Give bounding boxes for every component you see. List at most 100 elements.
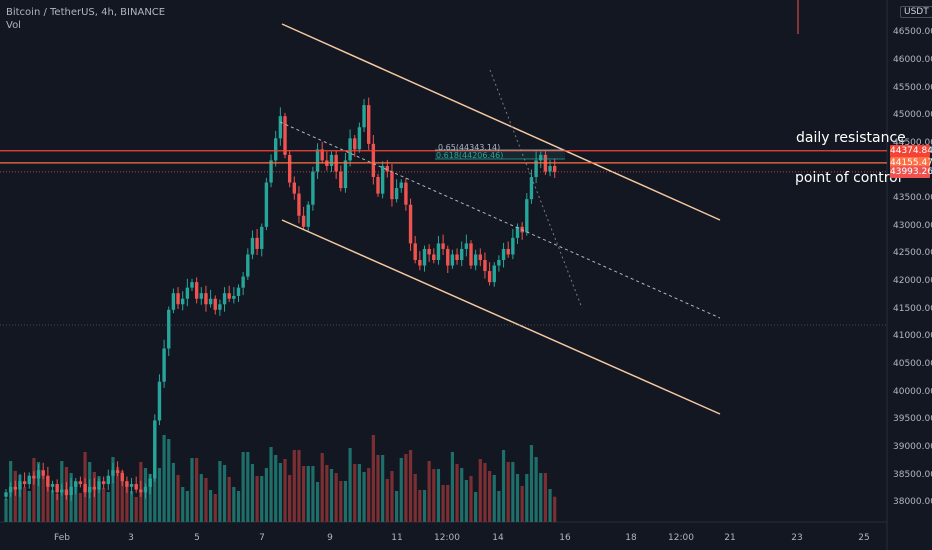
upper-channel-line: [281, 23, 721, 221]
candle-body: [4, 492, 8, 497]
x-tick-label: 25: [858, 533, 870, 543]
candle-body: [69, 486, 73, 496]
volume-bar: [134, 497, 138, 522]
volume-bar: [488, 471, 492, 522]
point-of-control-label: point of control: [795, 170, 902, 186]
candle-body: [125, 481, 129, 487]
candle-body: [404, 182, 408, 205]
candle-body: [511, 237, 515, 255]
volume-bar: [376, 455, 380, 522]
volume-bar: [209, 490, 213, 522]
volume-bar: [520, 486, 524, 522]
candle-body: [390, 171, 394, 200]
candle-body: [274, 138, 278, 161]
candle-body: [278, 116, 283, 139]
candle-body: [287, 154, 292, 183]
volume-bar: [343, 481, 348, 522]
y-tick-label: 39500.00: [893, 414, 932, 425]
currency-badge[interactable]: USDT: [900, 6, 932, 18]
volume-bar: [371, 435, 375, 522]
candle-body: [436, 243, 441, 260]
volume-bar: [195, 458, 199, 522]
volume-bar: [464, 480, 468, 522]
price-badge: 44374.84: [890, 144, 932, 157]
x-tick-label: 9: [327, 533, 333, 543]
candle-body: [553, 165, 557, 172]
volume-bar: [241, 452, 245, 522]
candle-body: [362, 105, 366, 128]
volume-bar: [385, 479, 389, 522]
x-tick-label: 21: [724, 533, 736, 543]
volume-bar: [399, 458, 403, 522]
volume-bar: [329, 469, 334, 522]
candle-body: [190, 282, 194, 288]
volume-bar: [157, 468, 162, 522]
candle-body: [264, 182, 269, 227]
volume-bar: [548, 489, 552, 522]
candle-body: [301, 215, 306, 227]
x-tick-label: 23: [791, 533, 803, 543]
candle-body: [492, 265, 496, 283]
volume-bar: [102, 488, 106, 522]
candle-body: [353, 138, 357, 150]
volume-bar: [357, 464, 361, 522]
candle-body: [13, 486, 17, 490]
volume-bar: [446, 485, 450, 522]
candle-body: [255, 237, 259, 249]
volume-bar: [283, 459, 287, 522]
volume-bar: [474, 492, 478, 522]
volume-bar: [269, 447, 273, 522]
mid-channel-line: [279, 121, 721, 319]
candle-body: [394, 188, 399, 200]
volume-bar: [227, 477, 231, 522]
candle-body: [450, 254, 455, 266]
candle-body: [236, 287, 241, 296]
volume-bar: [125, 481, 129, 522]
volume-bar: [460, 468, 464, 522]
volume-bar: [111, 457, 115, 522]
candle-body: [18, 481, 22, 490]
candle-body: [222, 293, 227, 305]
candle-body: [367, 105, 371, 144]
symbol-title: Bitcoin / TetherUS, 4h, BINANCE: [6, 7, 166, 18]
fib-0618-label: 0.618(44206.46): [436, 151, 504, 160]
candle-body: [469, 243, 473, 266]
volume-bar: [213, 494, 217, 522]
volume-bar: [129, 491, 134, 522]
volume-bar: [176, 475, 180, 522]
candle-body: [506, 248, 510, 255]
volume-bar: [404, 454, 408, 522]
candle-body: [171, 293, 176, 310]
volume-bar: [297, 450, 301, 522]
y-tick-label: 41500.00: [893, 303, 932, 314]
volume-bar: [497, 491, 501, 522]
candle-body: [50, 484, 55, 487]
candle-body: [162, 348, 166, 382]
volume-bar: [97, 476, 101, 522]
volume-bar: [120, 471, 124, 522]
volume-bar: [74, 483, 78, 522]
candle-body: [385, 165, 389, 172]
candle-body: [432, 254, 436, 260]
candle-body: [8, 486, 13, 493]
y-tick-label: 39000.00: [893, 442, 932, 453]
candle-body: [446, 248, 450, 266]
volume-label: Vol: [6, 20, 21, 31]
dotted-trend-line: [489, 69, 583, 309]
candle-body: [143, 486, 148, 493]
volume-bar: [288, 475, 292, 522]
candle-body: [241, 276, 245, 288]
volume-bar: [18, 475, 22, 522]
candle-body: [315, 149, 320, 172]
candle-body: [441, 243, 445, 249]
candle-body: [408, 204, 413, 244]
volume-bar: [478, 459, 482, 522]
x-tick-label: 3: [128, 533, 134, 543]
candle-body: [487, 271, 492, 283]
volume-bar: [302, 466, 306, 522]
volume-bar: [436, 469, 441, 522]
candle-body: [329, 154, 334, 166]
volume-bar: [315, 482, 320, 522]
